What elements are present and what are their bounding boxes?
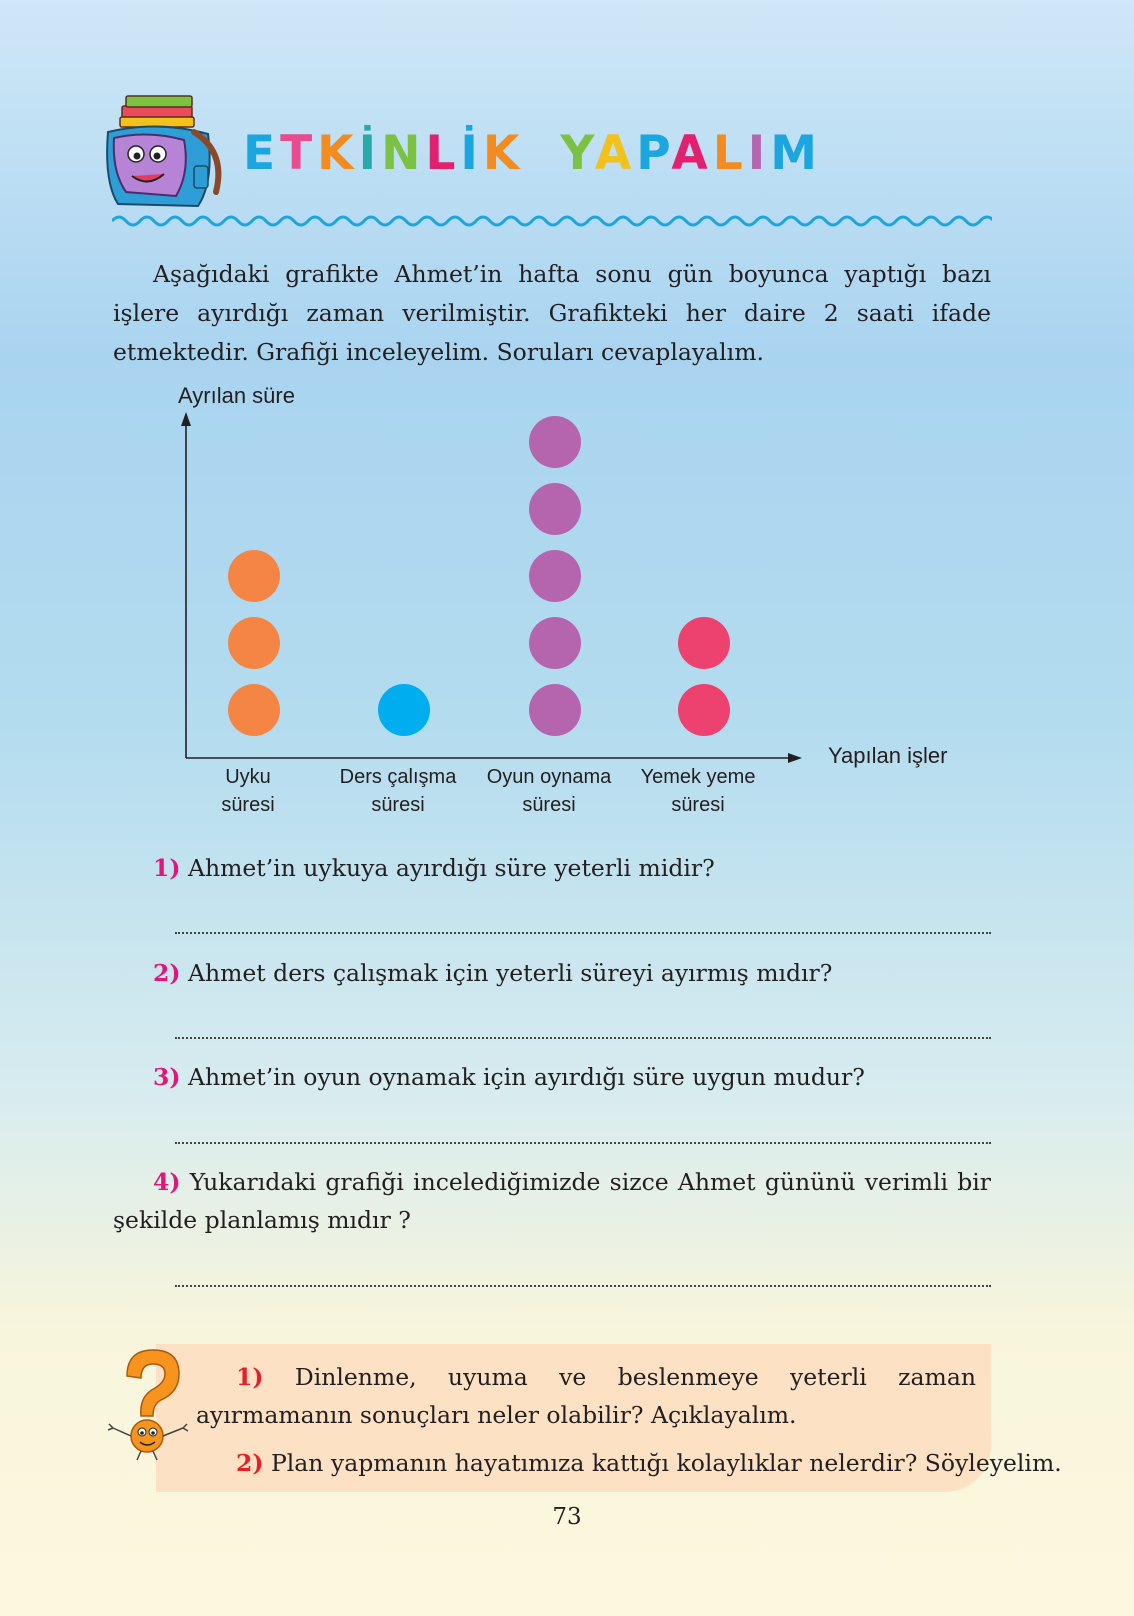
chart-marks: Uyku süresi Ders çalışma süresi Oyun oynama s… (221, 416, 755, 816)
question-1-number: 1) (153, 854, 181, 882)
heading-letter: M (770, 126, 822, 181)
heading-letter: I (747, 126, 771, 181)
category-label: süresi (371, 794, 424, 816)
x-axis-arrow (788, 753, 802, 763)
x-axis-label: Yapılan işler (828, 743, 947, 768)
category-label: süresi (671, 794, 724, 816)
answer-line-4[interactable] (175, 1285, 991, 1287)
heading-letter: L (712, 126, 748, 181)
discussion-question-1: 1) Dinlenme, uyuma ve beslenmeye yeterli… (196, 1358, 976, 1434)
page-number: 73 (552, 1504, 582, 1530)
pictograph-circle (228, 550, 280, 602)
pictograph-circle (529, 617, 581, 669)
heading-letter: E (243, 126, 281, 181)
answer-line-3[interactable] (175, 1142, 991, 1144)
question-4-number: 4) (153, 1168, 181, 1196)
question-1: 1) Ahmet’in uykuya ayırdığı süre yeterli… (113, 849, 991, 887)
answer-line-2[interactable] (175, 1037, 991, 1039)
discussion-question-2: 2) Plan yapmanın hayatımıza kattığı kola… (236, 1444, 1062, 1482)
pictograph-circle (228, 684, 280, 736)
answer-line-1[interactable] (175, 932, 991, 934)
heading-letter: K (482, 126, 525, 181)
question-4-text: Yukarıdaki grafiği incelediğimizde sizce… (113, 1168, 991, 1234)
category-label: Ders çalışma (340, 766, 458, 788)
pictograph-circle (529, 416, 581, 468)
pictograph-circle (378, 684, 430, 736)
discussion-box (156, 1344, 991, 1492)
pictograph-chart: Ayrılan süre Yapılan işler Uyku süresi Der… (178, 383, 947, 816)
heading-letter: N (381, 126, 426, 181)
question-2: 2) Ahmet ders çalışmak için yeterli süre… (113, 954, 991, 992)
pictograph-circle (529, 483, 581, 535)
heading-letter: A (671, 126, 713, 181)
discussion-question-2-number: 2) (236, 1449, 264, 1477)
heading-letter: K (317, 126, 359, 181)
question-4: 4) Yukarıdaki grafiği incelediğimizde si… (113, 1163, 991, 1239)
heading-letter: A (594, 126, 637, 181)
pictograph-circle (529, 550, 581, 602)
question-1-text: Ahmet’in uykuya ayırdığı süre yeterli mi… (187, 854, 715, 882)
category-label: Uyku (225, 766, 271, 788)
discussion-question-1-text: Dinlenme, uyuma ve beslenmeye yeterli za… (196, 1363, 976, 1429)
question-mark-character-icon (107, 1349, 189, 1461)
question-3-text: Ahmet’in oyun oynamak için ayırdığı süre… (187, 1063, 865, 1091)
question-2-number: 2) (153, 959, 181, 987)
backpack-mascot-icon (106, 95, 222, 208)
heading-letter: L (425, 126, 461, 181)
heading-letter: İ (358, 126, 382, 181)
heading-letter: T (280, 126, 318, 181)
pictograph-circle (228, 617, 280, 669)
question-2-text: Ahmet ders çalışmak için yeterli süreyi … (187, 959, 833, 987)
intro-paragraph: Aşağıdaki grafikte Ahmet’in hafta sonu g… (113, 260, 991, 366)
category-label: Oyun oynama (487, 766, 612, 788)
wave-divider (112, 215, 992, 227)
heading-letter: Y (560, 126, 595, 181)
pictograph-circle (678, 684, 730, 736)
activity-heading: ETKİNLİK YAPALIM (243, 126, 822, 181)
category-label: Yemek yeme (641, 766, 756, 788)
question-3: 3) Ahmet’in oyun oynamak için ayırdığı s… (113, 1058, 991, 1096)
heading-letter: P (636, 126, 672, 181)
y-axis-label: Ayrılan süre (178, 383, 295, 408)
pictograph-circle (678, 617, 730, 669)
y-axis-arrow (181, 412, 191, 426)
question-3-number: 3) (153, 1063, 181, 1091)
heading-letter: İ (460, 126, 483, 181)
category-label: süresi (221, 794, 274, 816)
discussion-question-1-number: 1) (236, 1363, 264, 1391)
discussion-question-2-text: Plan yapmanın hayatımıza kattığı kolaylı… (270, 1449, 1062, 1477)
category-label: süresi (522, 794, 575, 816)
pictograph-circle (529, 684, 581, 736)
